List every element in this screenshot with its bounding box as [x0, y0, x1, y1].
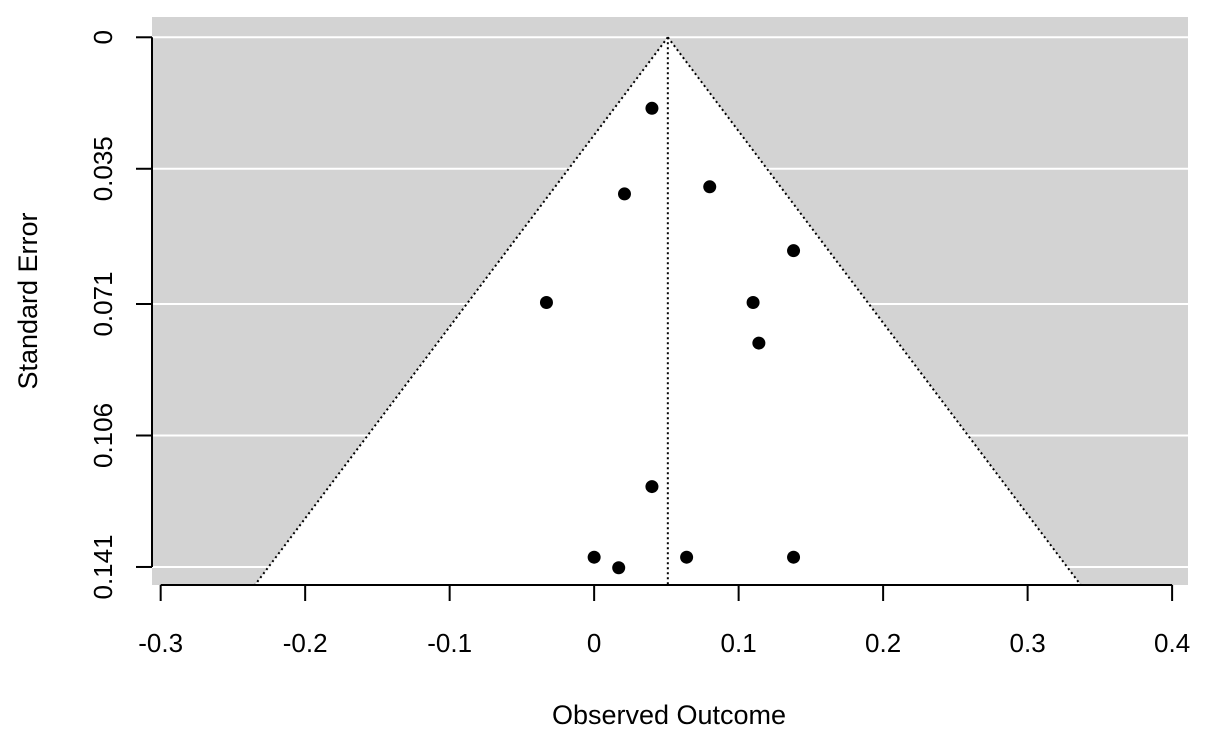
- funnel-region: [254, 37, 1081, 586]
- x-tick-label: -0.2: [283, 628, 328, 658]
- x-axis: -0.3 -0.2 -0.1 0 0.1 0.2 0.3 0.4: [138, 584, 1190, 658]
- x-tick-label: -0.3: [138, 628, 183, 658]
- x-tick-label: 0.4: [1154, 628, 1190, 658]
- x-axis-title: Observed Outcome: [552, 700, 786, 730]
- y-tick-label: 0.035: [88, 136, 118, 201]
- data-point: [645, 101, 659, 115]
- y-tick-label: 0: [88, 30, 118, 44]
- funnel-right-edge: [667, 36, 1082, 586]
- data-point: [746, 296, 760, 310]
- data-point: [680, 550, 694, 564]
- y-axis: 0 0.035 0.071 0.106 0.141: [88, 30, 153, 600]
- x-tick-label: 0: [587, 628, 601, 658]
- data-point: [645, 480, 659, 494]
- y-tick-label: 0.106: [88, 403, 118, 468]
- data-point: [703, 180, 717, 194]
- data-point: [539, 296, 553, 310]
- funnel-left-edge: [254, 36, 669, 586]
- plot-area: [152, 17, 1188, 586]
- y-tick-label: 0.071: [88, 271, 118, 336]
- data-point: [617, 187, 631, 201]
- y-tick-label: 0.141: [88, 534, 118, 599]
- data-point: [787, 550, 801, 564]
- data-point: [787, 244, 801, 258]
- data-point: [752, 336, 766, 350]
- x-tick-label: -0.1: [427, 628, 472, 658]
- y-axis-title: Standard Error: [13, 212, 43, 389]
- x-tick-label: 0.1: [721, 628, 757, 658]
- x-tick-label: 0.3: [1010, 628, 1046, 658]
- data-point: [612, 561, 626, 575]
- data-point: [587, 550, 601, 564]
- x-tick-label: 0.2: [865, 628, 901, 658]
